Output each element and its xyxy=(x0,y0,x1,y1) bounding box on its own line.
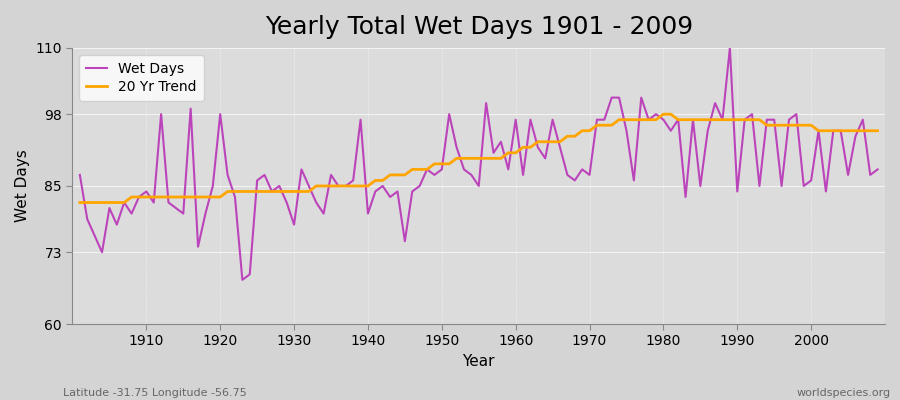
Wet Days xyxy=(303,184,314,188)
Wet Days xyxy=(347,178,358,183)
20 Yr Trend xyxy=(872,128,883,133)
20 Yr Trend xyxy=(503,150,514,155)
Y-axis label: Wet Days: Wet Days xyxy=(15,150,30,222)
20 Yr Trend xyxy=(133,195,144,200)
20 Yr Trend xyxy=(598,123,609,128)
20 Yr Trend xyxy=(658,112,669,116)
Text: Latitude -31.75 Longitude -56.75: Latitude -31.75 Longitude -56.75 xyxy=(63,388,247,398)
20 Yr Trend xyxy=(75,200,86,205)
20 Yr Trend xyxy=(510,150,521,155)
Line: 20 Yr Trend: 20 Yr Trend xyxy=(80,114,878,202)
Wet Days xyxy=(872,167,883,172)
Legend: Wet Days, 20 Yr Trend: Wet Days, 20 Yr Trend xyxy=(79,55,203,101)
20 Yr Trend xyxy=(340,184,351,188)
Line: Wet Days: Wet Days xyxy=(80,48,878,280)
20 Yr Trend xyxy=(296,189,307,194)
Wet Days xyxy=(75,172,86,177)
Wet Days xyxy=(237,278,248,282)
Text: worldspecies.org: worldspecies.org xyxy=(796,388,891,398)
Wet Days xyxy=(724,46,735,50)
X-axis label: Year: Year xyxy=(463,354,495,369)
Wet Days xyxy=(607,95,617,100)
Wet Days xyxy=(510,117,521,122)
Title: Yearly Total Wet Days 1901 - 2009: Yearly Total Wet Days 1901 - 2009 xyxy=(265,15,693,39)
Wet Days xyxy=(133,195,144,200)
Wet Days xyxy=(518,172,528,177)
